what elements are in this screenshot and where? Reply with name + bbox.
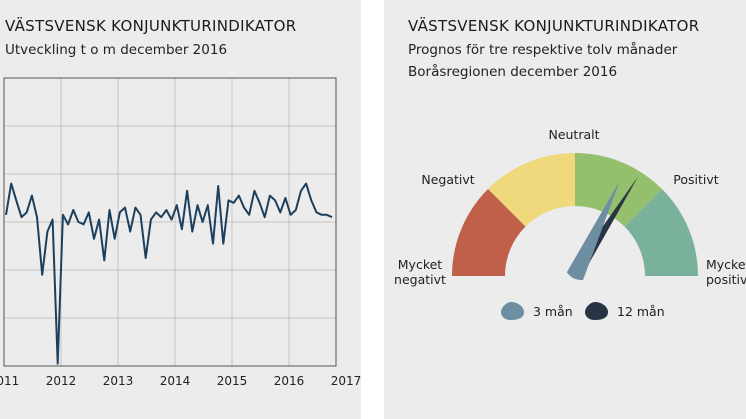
gauge-panel: VÄSTSVENSK KONJUNKTURINDIKATOR Prognos f… <box>384 0 746 419</box>
label-mycket-positivt-2: positivt <box>706 272 746 287</box>
legend-12-man-swatch <box>585 302 608 320</box>
x-tick-label: 2013 <box>103 374 134 388</box>
label-mycket-negativt-1: Mycket <box>398 257 443 272</box>
x-tick-label: 2015 <box>217 374 248 388</box>
gauge-segment <box>452 189 526 276</box>
gauge-subtitle-1: Prognos för tre respektive tolv månader <box>408 42 678 58</box>
gauge-segment <box>575 153 662 227</box>
gauge-segment <box>488 153 575 227</box>
x-tick-label: 2011 <box>0 374 19 388</box>
gauge-title: VÄSTSVENSK KONJUNKTURINDIKATOR <box>408 17 700 35</box>
x-tick-label: 2016 <box>274 374 305 388</box>
legend-12-man-label: 12 mån <box>617 304 665 319</box>
label-neutralt: Neutralt <box>548 127 599 142</box>
label-positivt: Positivt <box>673 172 718 187</box>
gauge-chart: NegativtNeutraltPositivtMycketnegativtMy… <box>394 127 746 320</box>
x-tick-label: 2017 <box>331 374 361 388</box>
line-chart-subtitle: Utveckling t o m december 2016 <box>5 42 228 58</box>
line-chart: 2011 2012 2013 2014 2015 2016 2017 <box>0 77 361 388</box>
label-negativt: Negativt <box>421 172 474 187</box>
plot-frame <box>3 77 337 367</box>
x-tick-label: 2014 <box>160 374 191 388</box>
gauge-segment <box>624 189 698 276</box>
needle-3-man <box>566 180 620 280</box>
line-chart-title: VÄSTSVENSK KONJUNKTURINDIKATOR <box>5 17 297 35</box>
x-tick-label: 2012 <box>46 374 77 388</box>
series-line <box>5 182 333 365</box>
label-mycket-negativt-2: negativt <box>394 272 446 287</box>
line-chart-panel: VÄSTSVENSK KONJUNKTURINDIKATOR Utvecklin… <box>0 0 361 419</box>
legend-3-man-swatch <box>501 302 524 320</box>
gauge-subtitle-2: Boråsregionen december 2016 <box>408 64 618 80</box>
legend-3-man-label: 3 mån <box>533 304 573 319</box>
label-mycket-positivt-1: Mycket <box>706 257 746 272</box>
